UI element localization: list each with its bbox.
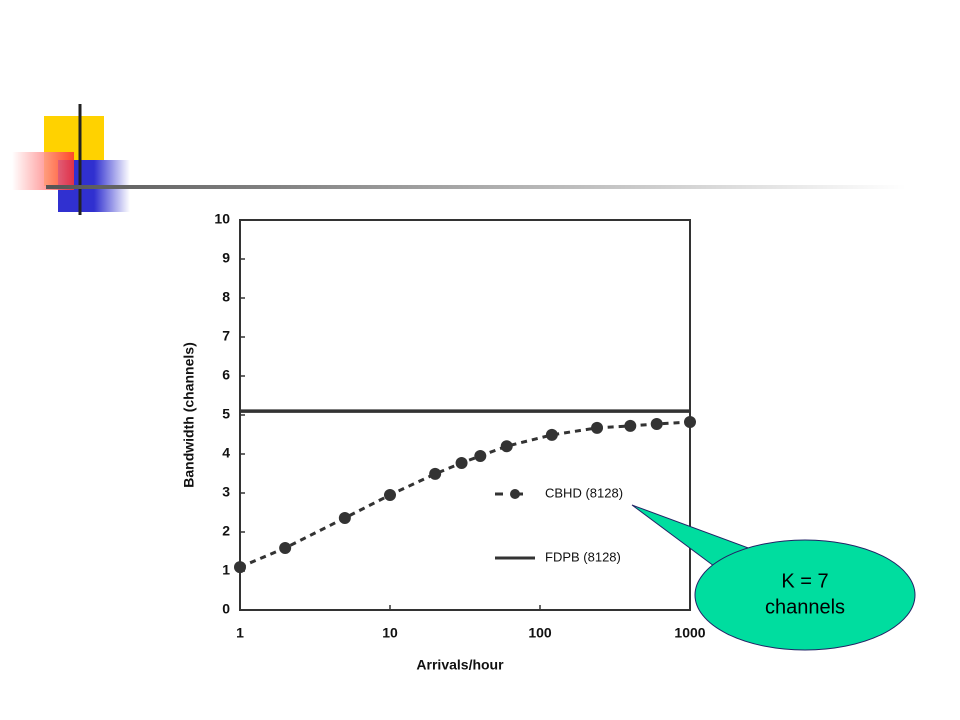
deco-rule xyxy=(46,185,906,189)
marker xyxy=(429,467,442,480)
callout-text: K = 7 xyxy=(781,570,828,592)
y-tick-label: 6 xyxy=(222,367,230,383)
marker xyxy=(474,449,487,462)
x-tick-label: 10 xyxy=(382,625,398,641)
chart: Arrivals/hour Bandwidth (channels) 01234… xyxy=(181,211,706,673)
x-tick-label: 1000 xyxy=(674,625,705,641)
marker xyxy=(591,421,604,434)
legend-label: FDPB (8128) xyxy=(545,549,621,564)
y-tick-label: 8 xyxy=(222,289,230,305)
marker xyxy=(650,417,663,430)
plot-frame xyxy=(239,219,691,611)
marker xyxy=(500,440,513,453)
y-tick-label: 2 xyxy=(222,523,230,539)
marker xyxy=(384,488,396,501)
y-tick-label: 10 xyxy=(214,211,230,227)
marker xyxy=(545,428,558,441)
callout: K = 7 channels xyxy=(631,504,916,651)
marker xyxy=(279,541,292,554)
callout-text: channels xyxy=(765,596,845,618)
y-tick-label: 5 xyxy=(222,406,230,422)
x-tick-label: 100 xyxy=(528,625,552,641)
x-tick-label: 1 xyxy=(236,625,244,641)
marker xyxy=(455,456,468,469)
y-tick-label: 9 xyxy=(222,250,230,266)
marker xyxy=(338,511,351,524)
y-tick-label: 4 xyxy=(222,445,230,461)
marker xyxy=(624,419,637,432)
legend-label: CBHD (8128) xyxy=(545,485,623,500)
y-tick-label: 7 xyxy=(222,328,230,344)
callout-bubble xyxy=(694,539,916,651)
y-axis-title: Bandwidth (channels) xyxy=(181,342,197,487)
marker xyxy=(234,561,246,574)
callout-join xyxy=(723,552,761,573)
y-tick-label: 1 xyxy=(222,562,230,578)
deco-red xyxy=(12,152,74,190)
y-tick-label: 0 xyxy=(222,601,230,617)
x-axis-title: Arrivals/hour xyxy=(416,657,504,673)
marker xyxy=(684,416,696,429)
y-tick-label: 3 xyxy=(222,484,230,500)
legend-marker xyxy=(510,489,520,499)
